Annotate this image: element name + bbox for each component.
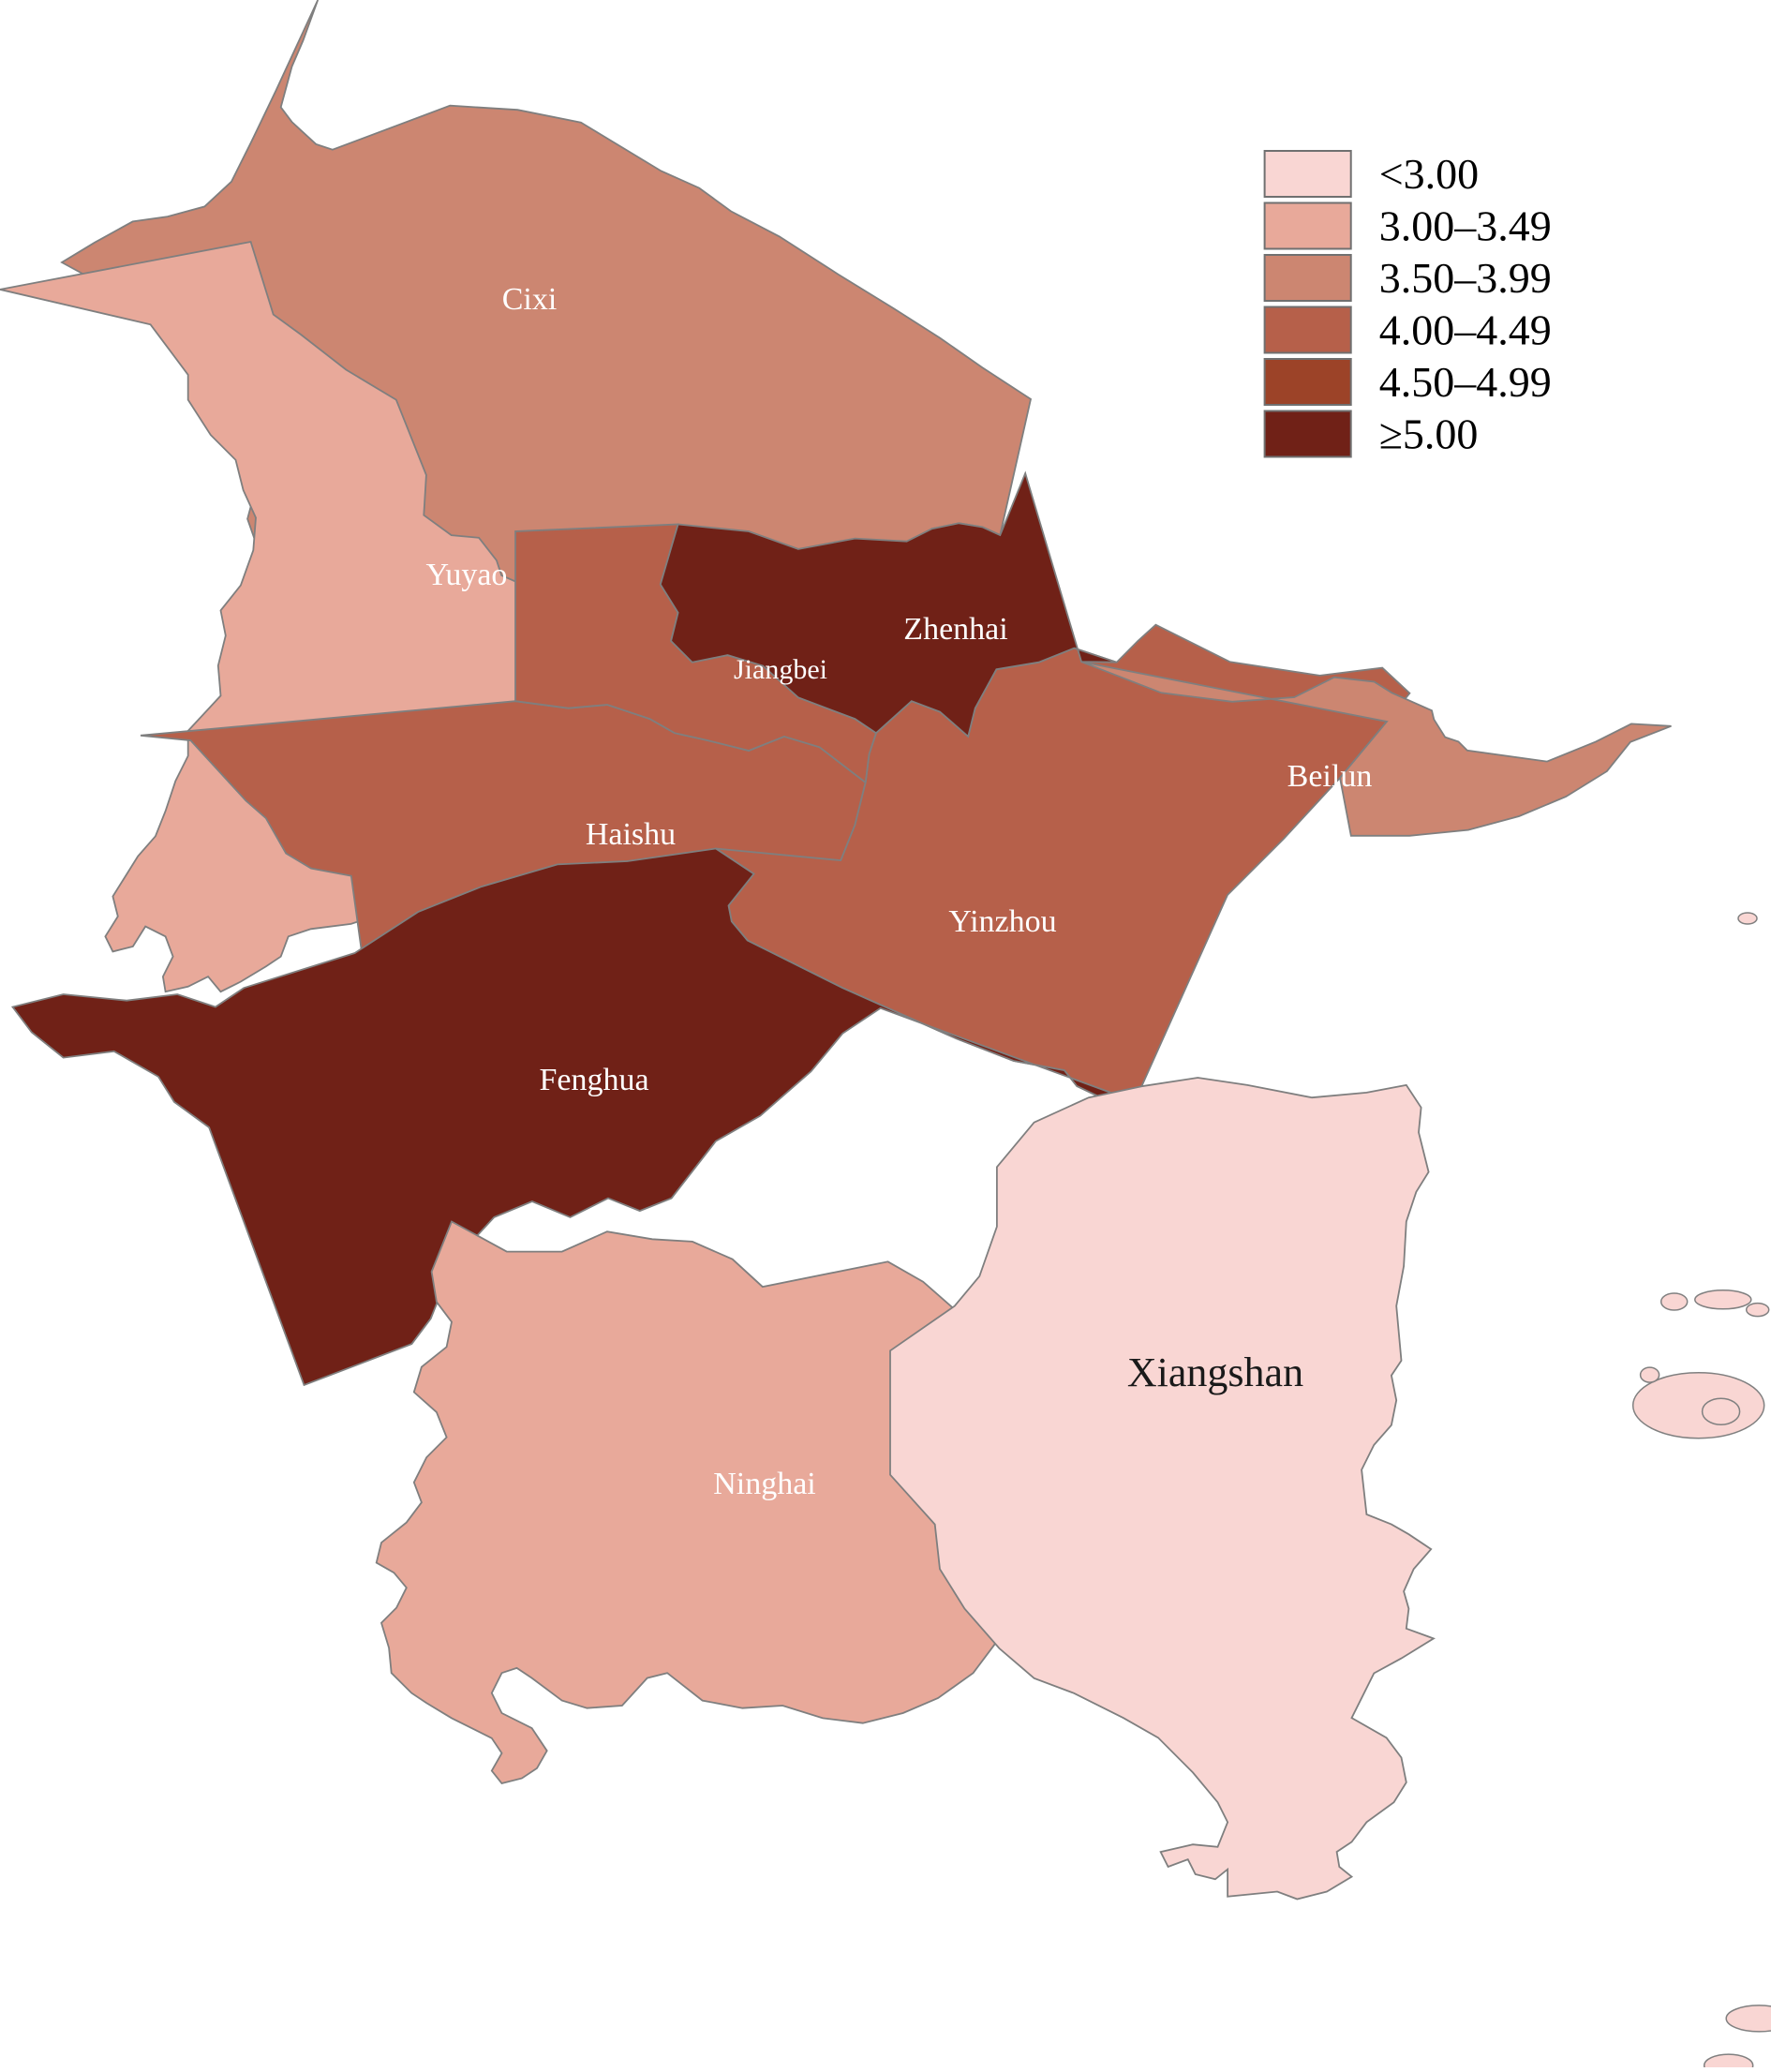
svg-text:Yinzhou: Yinzhou bbox=[948, 904, 1056, 939]
svg-text:3.00–3.49: 3.00–3.49 bbox=[1379, 202, 1552, 250]
svg-text:<3.00: <3.00 bbox=[1379, 150, 1479, 198]
svg-text:3.50–3.99: 3.50–3.99 bbox=[1379, 254, 1552, 302]
svg-text:Fenghua: Fenghua bbox=[539, 1063, 648, 1097]
svg-text:Ninghai: Ninghai bbox=[713, 1467, 816, 1501]
svg-text:Beilun: Beilun bbox=[1287, 759, 1373, 794]
svg-text:4.50–4.99: 4.50–4.99 bbox=[1379, 358, 1552, 406]
svg-text:Haishu: Haishu bbox=[586, 817, 676, 852]
svg-text:Yuyao: Yuyao bbox=[426, 558, 508, 592]
svg-text:≥5.00: ≥5.00 bbox=[1379, 410, 1479, 458]
svg-text:4.00–4.49: 4.00–4.49 bbox=[1379, 306, 1552, 354]
svg-text:Cixi: Cixi bbox=[502, 282, 558, 317]
svg-text:Jiangbei: Jiangbei bbox=[734, 654, 827, 685]
svg-text:Xiangshan: Xiangshan bbox=[1127, 1349, 1303, 1395]
svg-text:Zhenhai: Zhenhai bbox=[903, 612, 1007, 647]
